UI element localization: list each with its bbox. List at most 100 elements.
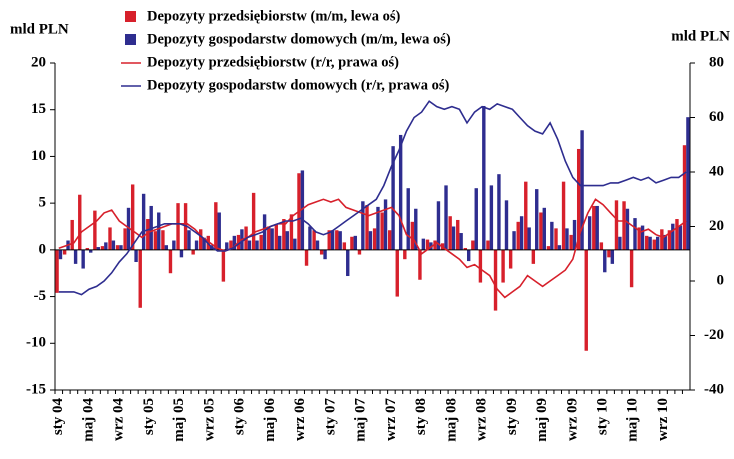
bar bbox=[89, 249, 93, 253]
bar bbox=[648, 236, 652, 250]
y2-tick-label: 80 bbox=[709, 54, 724, 70]
bar bbox=[115, 245, 120, 250]
bar bbox=[225, 242, 229, 250]
bar bbox=[126, 207, 131, 250]
bar bbox=[194, 240, 199, 250]
bar bbox=[308, 226, 312, 250]
legend-label: Depozyty gospodarstw domowych (m/m, lewa… bbox=[147, 31, 451, 47]
bar bbox=[376, 206, 380, 250]
bar bbox=[138, 249, 142, 308]
x-tick-label: wrz 08 bbox=[474, 398, 490, 441]
y-tick-label: -15 bbox=[26, 381, 46, 397]
bar bbox=[191, 249, 195, 255]
bar bbox=[565, 228, 569, 250]
y-tick-label: -5 bbox=[34, 288, 47, 304]
bar bbox=[161, 230, 165, 250]
bar bbox=[580, 130, 584, 250]
bar bbox=[278, 235, 282, 250]
bar bbox=[327, 230, 331, 250]
x-tick-label: sty 09 bbox=[504, 398, 520, 435]
bar bbox=[607, 249, 611, 258]
bar bbox=[304, 249, 309, 266]
bar bbox=[134, 249, 138, 263]
y-tick-label: -10 bbox=[26, 335, 46, 351]
bar bbox=[486, 240, 490, 250]
bar bbox=[282, 219, 286, 250]
bar bbox=[199, 229, 203, 250]
bar bbox=[667, 230, 672, 250]
bar bbox=[247, 240, 252, 250]
bar bbox=[285, 231, 289, 250]
bar bbox=[425, 239, 430, 250]
bar bbox=[62, 249, 67, 255]
bar bbox=[73, 249, 78, 264]
bar bbox=[569, 234, 573, 250]
bar bbox=[645, 235, 649, 250]
y2-tick-label: 60 bbox=[709, 109, 724, 125]
line-series bbox=[58, 198, 687, 299]
legend-swatch bbox=[125, 34, 136, 45]
bar bbox=[682, 145, 687, 250]
x-tick-label: sty 04 bbox=[50, 398, 66, 436]
x-tick-label: wrz 04 bbox=[111, 398, 127, 441]
y-tick-label: 5 bbox=[39, 195, 47, 211]
y2-tick-label: 0 bbox=[717, 272, 725, 288]
bar bbox=[610, 249, 615, 264]
bar bbox=[546, 246, 551, 250]
bar bbox=[58, 249, 63, 260]
bar bbox=[448, 216, 452, 250]
bar bbox=[119, 245, 123, 250]
bar bbox=[474, 188, 478, 250]
bar bbox=[531, 249, 536, 264]
bar bbox=[433, 240, 437, 250]
bar bbox=[70, 219, 74, 250]
bar bbox=[85, 247, 90, 250]
bar bbox=[587, 216, 592, 250]
legend-label: Depozyty przedsiębiorstw (m/m, lewa oś) bbox=[147, 8, 400, 24]
bar bbox=[554, 228, 558, 250]
bar bbox=[508, 249, 513, 269]
bar bbox=[678, 225, 683, 250]
x-tick-label: wrz 09 bbox=[564, 398, 580, 441]
bar bbox=[512, 231, 516, 250]
bar bbox=[319, 249, 324, 255]
bar bbox=[179, 249, 184, 258]
bar bbox=[267, 226, 271, 250]
bar bbox=[572, 219, 577, 250]
bar bbox=[524, 181, 528, 250]
bar bbox=[504, 200, 509, 250]
bar bbox=[104, 242, 108, 250]
bar bbox=[595, 205, 599, 250]
bar bbox=[671, 223, 675, 250]
x-tick-label: sty 08 bbox=[413, 398, 429, 435]
bar bbox=[629, 249, 634, 288]
bar bbox=[622, 201, 626, 250]
bar bbox=[663, 234, 667, 250]
y2-tick-label: -40 bbox=[704, 381, 724, 397]
bar bbox=[78, 194, 82, 250]
bar bbox=[410, 221, 415, 250]
x-tick-label: maj 04 bbox=[80, 398, 96, 442]
x-tick-label: maj 09 bbox=[534, 398, 550, 442]
bar bbox=[451, 226, 456, 250]
y-tick-label: 15 bbox=[31, 101, 46, 117]
bar bbox=[655, 236, 660, 250]
bar bbox=[168, 249, 173, 274]
x-tick-label: wrz 10 bbox=[655, 398, 671, 441]
bar bbox=[274, 224, 279, 250]
bar bbox=[361, 201, 365, 250]
bar bbox=[403, 249, 407, 260]
bar bbox=[640, 225, 645, 250]
bar bbox=[576, 148, 581, 250]
bar bbox=[338, 231, 342, 250]
bar bbox=[323, 249, 327, 260]
bar bbox=[346, 249, 350, 277]
bar bbox=[172, 240, 176, 250]
bar bbox=[444, 185, 448, 250]
x-tick-label: wrz 05 bbox=[201, 398, 217, 441]
bar bbox=[516, 221, 520, 250]
x-tick-label: maj 07 bbox=[353, 398, 369, 442]
bar bbox=[350, 236, 354, 250]
bar bbox=[535, 189, 539, 250]
bar bbox=[592, 205, 596, 250]
